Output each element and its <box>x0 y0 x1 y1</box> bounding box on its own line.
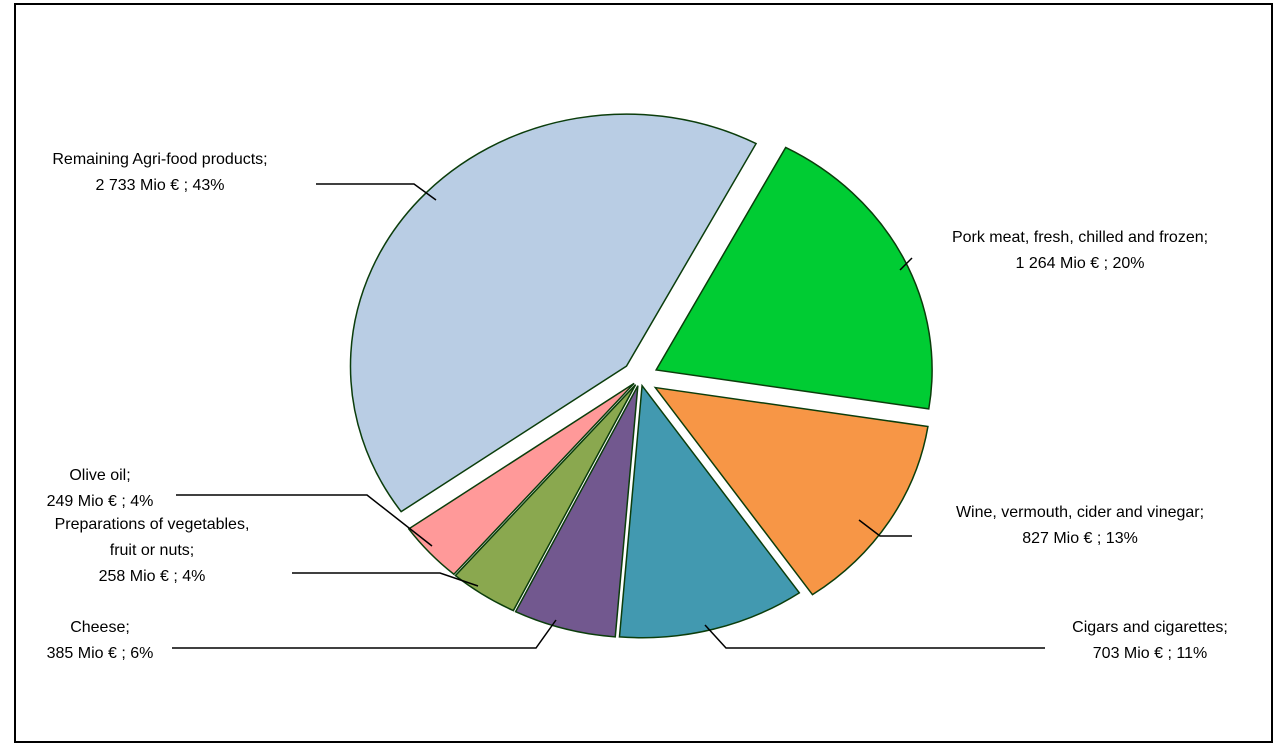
pie-slice-5 <box>407 382 635 576</box>
data-label-6: Remaining Agri-food products; 2 733 Mio €… <box>52 151 267 194</box>
data-label-line: Cheese; <box>70 619 130 636</box>
pie-slice-3 <box>514 385 639 638</box>
data-label-line: Wine, vermouth, cider and vinegar; <box>956 504 1204 521</box>
data-label-line: Preparations of vegetables, <box>55 516 250 533</box>
leader-line-0 <box>899 257 913 271</box>
leader-line-6 <box>316 183 437 201</box>
pie-slice-4 <box>454 384 637 612</box>
pie-slice-2 <box>618 383 801 639</box>
data-label-line: Olive oil; <box>69 467 130 484</box>
data-label-5: Olive oil; 249 Mio € ; 4% <box>47 467 154 510</box>
data-label-3: Cheese; 385 Mio € ; 6% <box>47 619 154 662</box>
data-label-line: 827 Mio € ; 13% <box>1022 530 1138 547</box>
data-label-line: 2 733 Mio € ; 43% <box>96 177 225 194</box>
leader-line-4 <box>292 572 479 587</box>
leader-line-5 <box>176 494 433 547</box>
data-label-line: fruit or nuts; <box>110 542 194 559</box>
data-label-line: 249 Mio € ; 4% <box>47 493 154 510</box>
data-label-line: Remaining Agri-food products; <box>52 151 267 168</box>
pie-slice-6 <box>349 113 758 513</box>
leader-line-1 <box>858 519 912 537</box>
pie-slice-1 <box>653 386 929 596</box>
data-label-1: Wine, vermouth, cider and vinegar; 827 Mi… <box>956 504 1204 547</box>
leader-line-3 <box>172 619 557 649</box>
data-label-line: Pork meat, fresh, chilled and frozen; <box>952 229 1208 246</box>
data-label-line: 703 Mio € ; 11% <box>1093 645 1207 662</box>
data-label-4: Preparations of vegetables, fruit or nuts… <box>55 516 250 585</box>
data-label-line: Cigars and cigarettes; <box>1072 619 1228 636</box>
data-label-line: 1 264 Mio € ; 20% <box>1016 255 1145 272</box>
data-label-2: Cigars and cigarettes; 703 Mio € ; 11% <box>1072 619 1228 662</box>
data-label-0: Pork meat, fresh, chilled and frozen; 1 2… <box>952 229 1208 272</box>
data-label-line: 258 Mio € ; 4% <box>99 568 206 585</box>
pie-slice-0 <box>654 146 933 410</box>
leader-line-2 <box>704 624 1045 649</box>
data-label-line: 385 Mio € ; 6% <box>47 645 154 662</box>
